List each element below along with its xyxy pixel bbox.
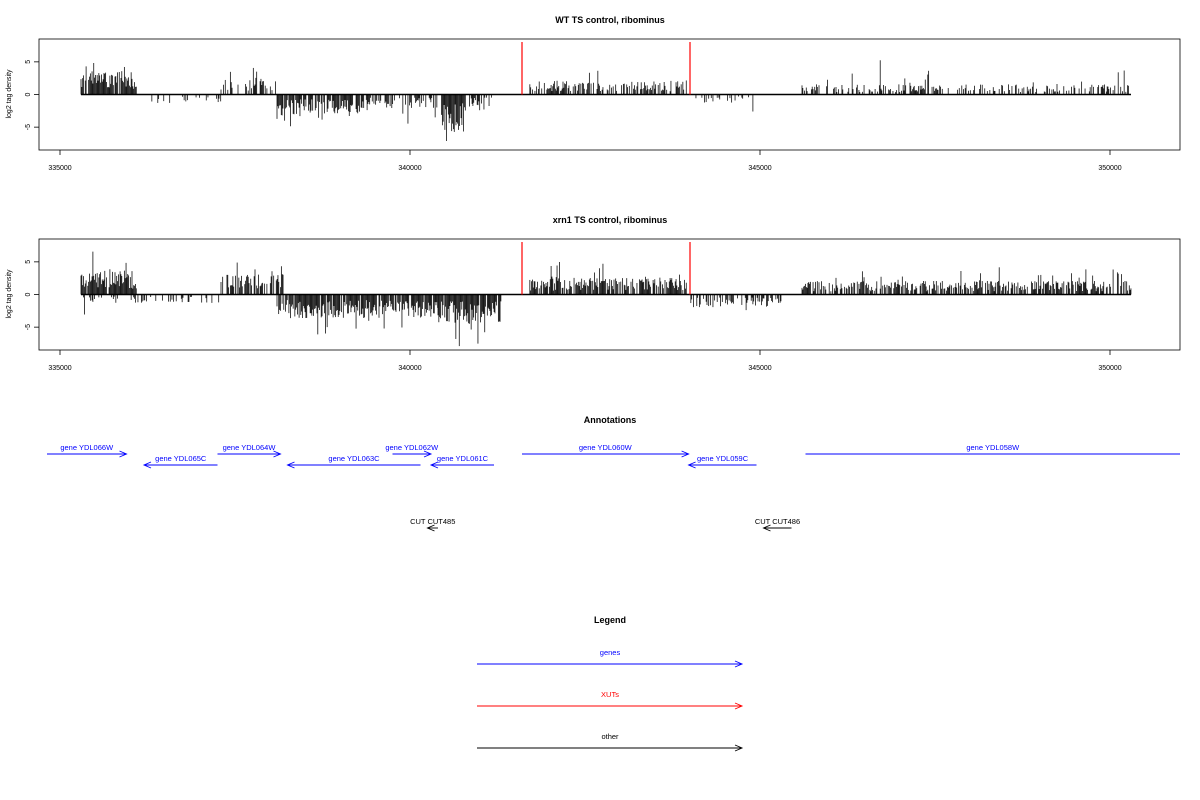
legend-items: genes XUTs other	[477, 648, 744, 752]
annotation-features: gene YDL066W gene YDL065C gene YDL064W gene…	[47, 443, 1180, 532]
annotation-gene: gene YDL062W	[385, 443, 439, 458]
annotations-title: Annotations	[584, 415, 637, 425]
legend-title: Legend	[594, 615, 626, 625]
wt-marker-lines	[521, 42, 691, 95]
annotation-arrowhead	[426, 524, 435, 532]
xrn1-y-tick-label: 0	[25, 292, 32, 296]
annotation-label: gene YDL066W	[60, 443, 114, 452]
wt-panel-title: WT TS control, ribominus	[555, 15, 665, 25]
wt-y-axis: 5 0 -5	[25, 60, 39, 130]
annotation-label: gene YDL061C	[437, 454, 489, 463]
wt-x-tick-label: 345000	[748, 165, 771, 172]
legend-label: other	[601, 732, 619, 741]
wt-y-axis-label: log2 tag density	[6, 69, 13, 119]
wt-y-tick-label: -5	[25, 124, 32, 130]
xrn1-x-axis: 335000 340000 345000 350000	[48, 350, 1122, 372]
legend-item-gene: genes	[477, 648, 744, 668]
annotation-label: gene YDL065C	[155, 454, 207, 463]
annotation-gene: gene YDL065C	[142, 454, 218, 469]
xrn1-x-tick-label: 345000	[748, 365, 771, 372]
legend-item-xut: XUTs	[477, 690, 744, 710]
annotation-arrowhead	[687, 461, 696, 469]
annotation-arrowhead	[423, 450, 433, 458]
annotation-arrowhead	[273, 450, 282, 458]
xrn1-y-axis: 5 0 -5	[25, 260, 39, 330]
xrn1-x-tick-label: 350000	[1098, 365, 1121, 372]
wt-y-tick-label: 5	[25, 60, 32, 64]
legend-arrowhead	[734, 660, 744, 668]
annotation-label: gene YDL060W	[579, 443, 633, 452]
wt-density-bars	[80, 60, 1131, 142]
annotation-arrowhead	[142, 461, 152, 469]
legend: Legend genes XUTs other	[477, 615, 744, 752]
annotation-gene: gene YDL060W	[522, 443, 690, 458]
legend-arrowhead	[734, 744, 744, 752]
xrn1-y-tick-label: 5	[25, 260, 32, 264]
xrn1-y-tick-label: -5	[25, 324, 32, 330]
wt-density-panel: WT TS control, ribominus 335000 340000 3…	[6, 15, 1181, 172]
xrn1-density-bars	[80, 251, 1132, 347]
legend-label: XUTs	[601, 690, 619, 699]
legend-item-other: other	[477, 732, 744, 752]
xrn1-x-tick-label: 335000	[48, 365, 71, 372]
xrn1-x-tick-label: 340000	[398, 365, 421, 372]
xrn1-panel-title: xrn1 TS control, ribominus	[553, 215, 668, 225]
xrn1-marker-lines	[521, 242, 691, 295]
wt-x-tick-label: 340000	[398, 165, 421, 172]
annotation-label: CUT CUT486	[755, 517, 800, 526]
annotation-label: gene YDL064W	[223, 443, 277, 452]
wt-x-axis: 335000 340000 345000 350000	[48, 150, 1122, 172]
annotation-label: gene YDL062W	[385, 443, 439, 452]
annotation-gene: gene YDL066W	[47, 443, 128, 458]
wt-x-tick-label: 335000	[48, 165, 71, 172]
xrn1-y-axis-label: log2 tag density	[6, 269, 13, 319]
annotation-gene: gene YDL063C	[286, 454, 421, 469]
legend-label: genes	[600, 648, 621, 657]
annotation-arrowhead	[762, 524, 771, 532]
annotation-gene: gene YDL059C	[687, 454, 757, 469]
annotation-arrowhead	[286, 461, 295, 469]
legend-arrowhead	[734, 702, 744, 710]
annotation-gene: gene YDL058W	[805, 443, 1180, 455]
annotation-label: CUT CUT485	[410, 517, 455, 526]
annotation-gene: gene YDL064W	[217, 443, 282, 458]
annotation-label: gene YDL063C	[328, 454, 380, 463]
xrn1-density-panel: xrn1 TS control, ribominus 335000 340000…	[6, 215, 1181, 372]
annotation-arrowhead	[119, 450, 128, 458]
annotation-label: gene YDL059C	[697, 454, 749, 463]
annotation-other: CUT CUT485	[410, 517, 455, 532]
annotation-gene: gene YDL061C	[429, 454, 494, 469]
annotation-arrowhead	[429, 461, 439, 469]
annotation-arrowhead	[681, 450, 690, 458]
wt-x-tick-label: 350000	[1098, 165, 1121, 172]
annotation-other: CUT CUT486	[755, 517, 800, 532]
annotation-label: gene YDL058W	[966, 443, 1020, 452]
wt-y-tick-label: 0	[25, 92, 32, 96]
